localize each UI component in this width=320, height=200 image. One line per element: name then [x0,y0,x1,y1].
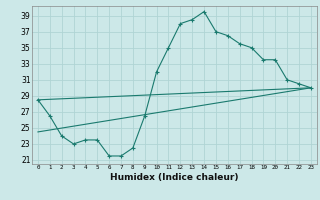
X-axis label: Humidex (Indice chaleur): Humidex (Indice chaleur) [110,173,239,182]
